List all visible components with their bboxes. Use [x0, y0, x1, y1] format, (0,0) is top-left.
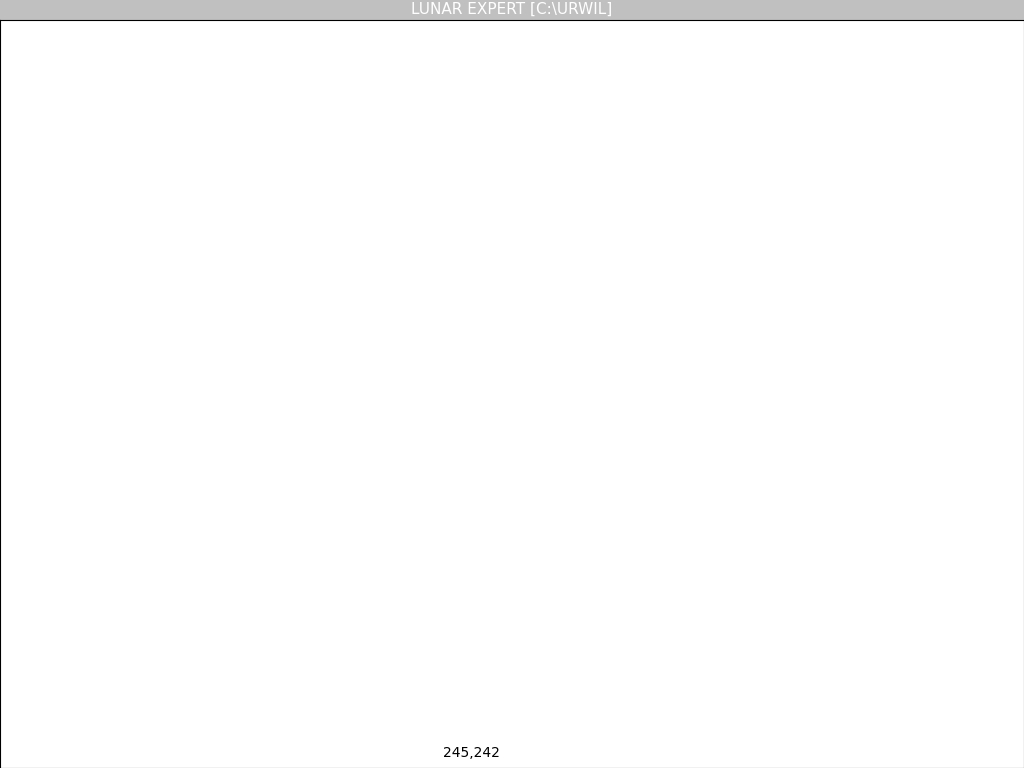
Text: L2-L4 Comparison to Reference: L2-L4 Comparison to Reference: [666, 194, 884, 208]
Bar: [45, 80, 530, 110]
Bar: [2, 307, 43, 359]
Bar: [2, 84, 43, 136]
Text: 180 %: 180 %: [261, 86, 313, 104]
Text: Reference Data: Reference Data: [643, 147, 907, 177]
Text: Tools: Tools: [364, 23, 397, 37]
Y-axis label: BMD
(g/cm2): BMD (g/cm2): [482, 399, 537, 429]
Text: Analyze: Analyze: [189, 23, 245, 37]
X-axis label: AGE (years): AGE (years): [749, 613, 830, 627]
Bar: [2, 585, 43, 637]
Bar: [530, 80, 1020, 110]
Text: 245,242: 245,242: [442, 746, 500, 760]
Text: Acquire: Acquire: [92, 23, 144, 37]
Text: File: File: [20, 23, 44, 37]
Bar: [2, 419, 43, 470]
Text: Options: Options: [435, 23, 488, 37]
Bar: [2, 474, 43, 525]
Text: L3: L3: [70, 475, 86, 488]
Text: Help: Help: [620, 23, 651, 37]
Bar: [2, 251, 43, 303]
Text: Graph: Graph: [889, 682, 936, 697]
Bar: [2, 362, 43, 414]
Text: Age Matched values adjusted for age.
Germany Reference Population: Age Matched values adjusted for age. Ger…: [656, 611, 893, 643]
Text: LUNAR EXPERT [C:\URWIL]: LUNAR EXPERT [C:\URWIL]: [412, 2, 612, 16]
Bar: [2, 196, 43, 247]
Bar: [2, 140, 43, 191]
Text: L1: L1: [70, 258, 86, 271]
Bar: [2, 530, 43, 581]
Text: Table: Table: [617, 682, 657, 697]
Text: Image: Image: [287, 23, 330, 37]
Text: Window: Window: [527, 23, 583, 37]
Text: AP Spine Densitometry Results: AP Spine Densitometry Results: [656, 88, 893, 102]
